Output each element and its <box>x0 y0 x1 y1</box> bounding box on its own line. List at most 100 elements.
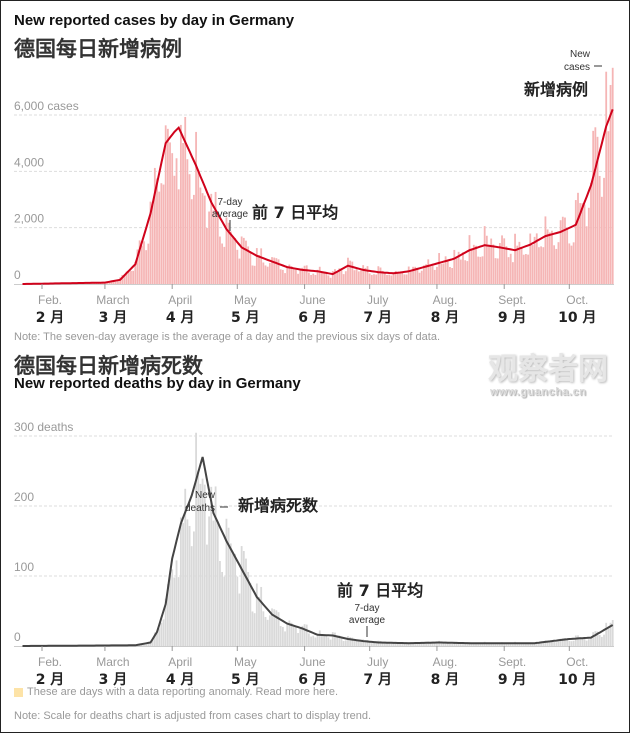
daily-bar <box>436 643 438 646</box>
daily-bar <box>527 254 529 284</box>
daily-bar <box>264 617 267 646</box>
daily-bar <box>587 207 590 284</box>
month-label-en: Feb. <box>38 293 62 307</box>
daily-bar <box>475 643 477 646</box>
daily-bar <box>516 642 519 646</box>
daily-bar <box>321 634 323 646</box>
daily-bar <box>533 236 536 284</box>
daily-bar <box>258 255 260 284</box>
daily-bar <box>208 516 210 646</box>
daily-bar <box>507 257 510 284</box>
daily-bar <box>164 598 167 646</box>
deaths-title-zh: 德国每日新增病死数 <box>14 354 203 378</box>
daily-bar <box>518 642 521 646</box>
month-label-zh: 2 月 <box>36 310 65 326</box>
daily-bar <box>347 257 349 284</box>
daily-bar <box>357 641 360 646</box>
daily-bar <box>355 640 358 646</box>
daily-bar <box>316 633 319 646</box>
y-tick-label: 100 <box>14 560 34 574</box>
daily-bar <box>462 252 464 284</box>
daily-bar <box>396 643 399 646</box>
daily-bar <box>572 640 575 646</box>
daily-bar <box>394 642 397 646</box>
read-more-link[interactable]: here <box>312 686 335 698</box>
daily-bar <box>516 245 519 284</box>
daily-bar <box>325 635 328 646</box>
daily-bar <box>535 642 538 646</box>
daily-bar <box>383 273 386 284</box>
daily-bar <box>249 251 252 284</box>
month-label-en: June <box>300 293 326 307</box>
daily-bar <box>334 632 336 646</box>
daily-bar <box>407 266 410 284</box>
daily-bar <box>475 245 477 284</box>
daily-bar <box>303 265 306 284</box>
daily-bar <box>577 192 579 284</box>
anomaly-legend: These are days with a data reporting ano… <box>14 686 338 698</box>
daily-bar <box>182 143 184 284</box>
daily-bar <box>603 634 605 646</box>
month-label-en: June <box>300 655 326 669</box>
deaths-note: Note: Scale for deaths chart is adjusted… <box>14 710 372 722</box>
cases-title-en: New reported cases by day in Germany <box>14 12 295 29</box>
daily-bar <box>132 270 135 284</box>
daily-bar <box>223 246 226 284</box>
daily-bar <box>392 272 395 284</box>
daily-bar <box>188 174 191 284</box>
daily-bar <box>548 641 551 646</box>
daily-bar <box>353 270 356 284</box>
daily-bar <box>206 227 208 284</box>
daily-bar <box>485 642 488 646</box>
daily-bar <box>544 216 547 284</box>
daily-bar <box>338 635 341 646</box>
daily-bar <box>290 266 293 284</box>
new-cases-label: cases <box>564 62 590 73</box>
month-label-zh: 6 月 <box>298 310 327 326</box>
daily-bar <box>540 643 542 646</box>
daily-bar <box>464 260 467 284</box>
daily-bar <box>485 235 488 284</box>
daily-bar <box>410 643 412 646</box>
daily-bar <box>357 271 360 284</box>
daily-bar <box>455 642 458 646</box>
month-label-zh: 9 月 <box>498 672 527 688</box>
daily-bar <box>310 636 312 646</box>
daily-bar <box>179 517 182 646</box>
month-label-en: July <box>367 655 388 669</box>
daily-bar <box>403 643 406 646</box>
daily-bar <box>457 642 460 646</box>
daily-bar <box>112 281 115 284</box>
daily-bar <box>470 249 473 284</box>
daily-bar <box>305 265 308 284</box>
daily-bar <box>561 638 564 646</box>
daily-bar <box>312 273 315 284</box>
daily-bar <box>273 257 276 284</box>
daily-bar <box>531 643 534 646</box>
daily-bar <box>264 265 267 284</box>
daily-bar <box>585 226 588 284</box>
daily-bar <box>262 262 265 284</box>
daily-bar <box>492 244 495 284</box>
watermark-logo: 观察者网 <box>488 352 608 387</box>
month-label-zh: 3 月 <box>99 310 128 326</box>
daily-bar <box>446 261 449 284</box>
month-label-en: March <box>96 655 129 669</box>
daily-bar <box>321 271 323 284</box>
month-label-zh: 7 月 <box>363 310 392 326</box>
daily-bar <box>275 258 278 284</box>
daily-bar <box>158 628 161 646</box>
daily-bar <box>479 643 482 646</box>
y-tick-label: 0 <box>14 630 21 644</box>
daily-bar <box>318 266 321 284</box>
seven-day-average-line <box>22 456 614 647</box>
daily-bar <box>249 582 252 646</box>
avg-label-zh: 前 7 日平均 <box>337 581 423 600</box>
daily-bar <box>548 232 551 284</box>
daily-bar <box>340 637 343 646</box>
daily-bar <box>520 247 523 284</box>
y-tick-label: 6,000 cases <box>14 99 79 113</box>
daily-bar <box>121 275 124 284</box>
daily-bar <box>303 624 306 646</box>
daily-bar <box>179 124 182 284</box>
